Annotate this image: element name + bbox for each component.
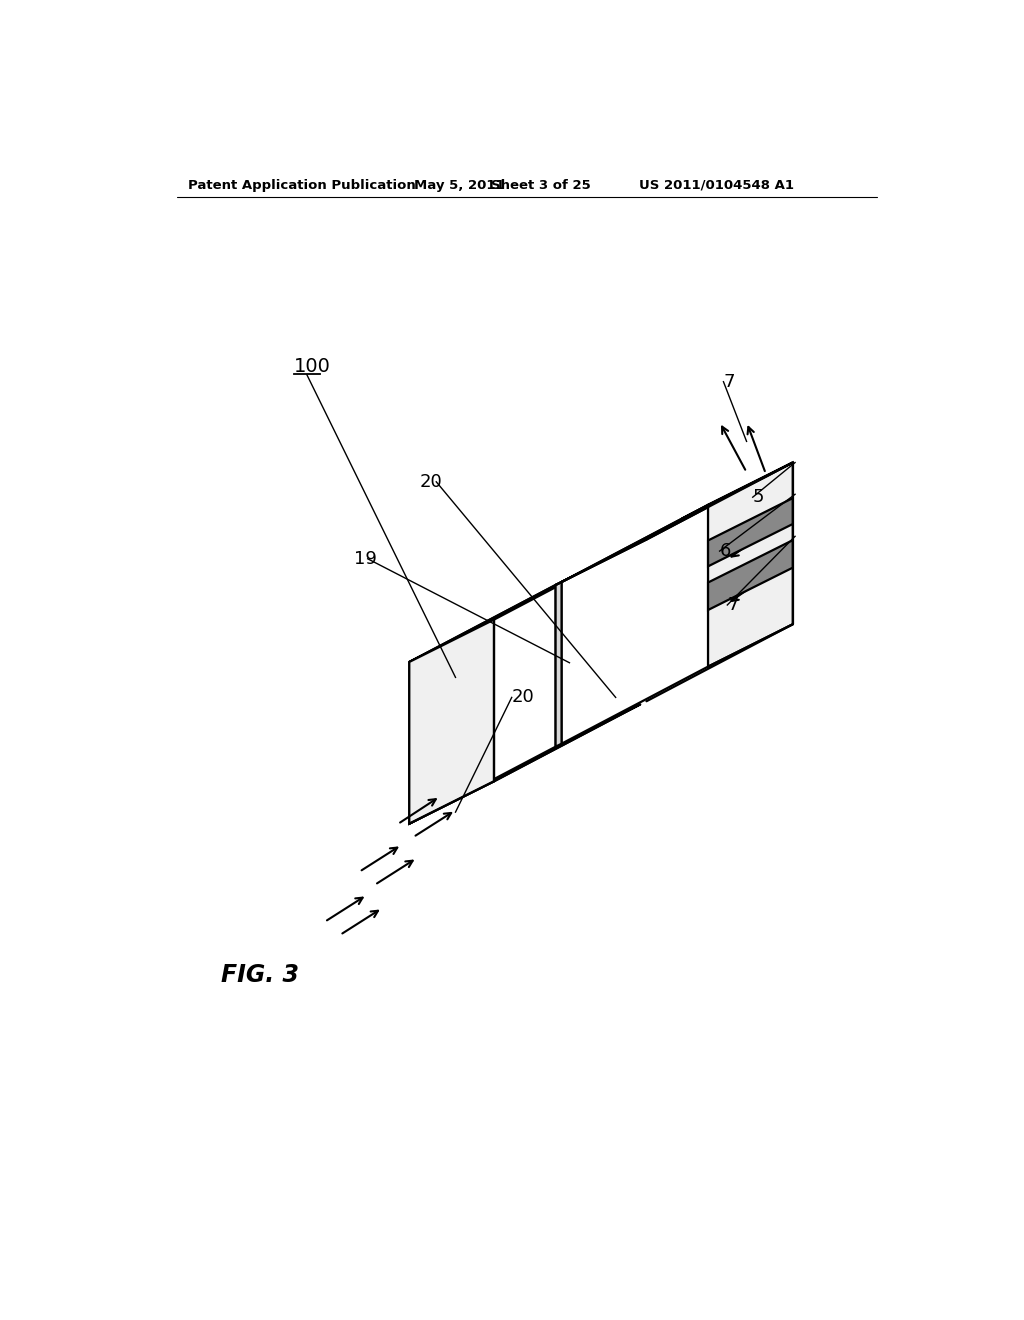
Polygon shape: [410, 619, 494, 824]
Text: Sheet 3 of 25: Sheet 3 of 25: [490, 178, 591, 191]
Text: 20: 20: [512, 689, 535, 706]
Polygon shape: [682, 462, 793, 519]
Text: 7: 7: [724, 372, 735, 391]
Text: 100: 100: [294, 356, 331, 376]
Text: 6: 6: [720, 543, 731, 560]
Text: FIG. 3: FIG. 3: [221, 962, 299, 986]
Polygon shape: [410, 543, 640, 663]
Polygon shape: [556, 582, 562, 747]
Polygon shape: [410, 705, 640, 824]
Text: 5: 5: [753, 488, 764, 506]
Polygon shape: [708, 540, 793, 610]
Polygon shape: [708, 498, 793, 566]
Text: 19: 19: [354, 550, 377, 568]
Polygon shape: [410, 585, 556, 824]
Polygon shape: [708, 462, 793, 667]
Text: US 2011/0104548 A1: US 2011/0104548 A1: [639, 178, 794, 191]
Polygon shape: [556, 540, 646, 585]
Polygon shape: [562, 506, 708, 743]
Polygon shape: [562, 462, 793, 582]
Text: May 5, 2011: May 5, 2011: [414, 178, 505, 191]
Text: 7: 7: [727, 597, 738, 614]
Text: 20: 20: [419, 473, 442, 491]
Text: Patent Application Publication: Patent Application Publication: [188, 178, 416, 191]
